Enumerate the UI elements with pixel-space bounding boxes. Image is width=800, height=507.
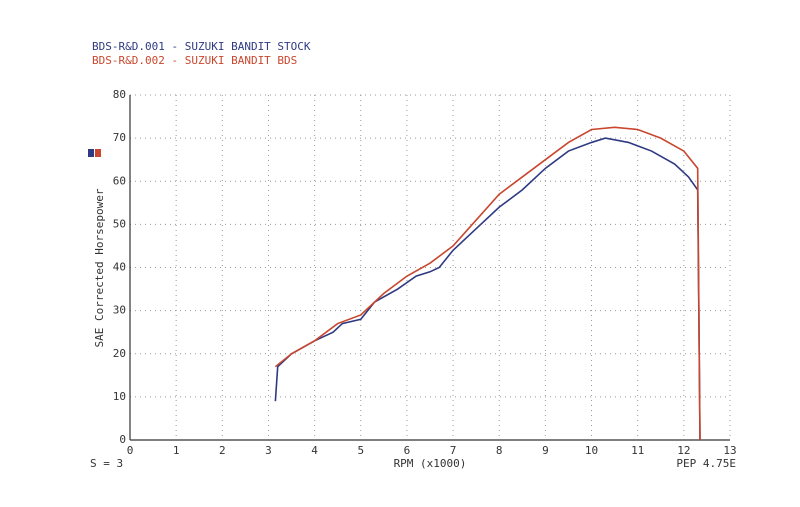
y-tick-label: 60: [113, 174, 126, 187]
x-tick-label: 10: [585, 444, 598, 457]
y-tick-label: 0: [119, 433, 126, 446]
x-tick-label: 13: [723, 444, 736, 457]
x-tick-label: 9: [542, 444, 549, 457]
y-tick-label: 10: [113, 390, 126, 403]
x-tick-label: 1: [173, 444, 180, 457]
x-tick-label: 6: [404, 444, 411, 457]
x-tick-label: 11: [631, 444, 644, 457]
x-tick-label: 12: [677, 444, 690, 457]
y-axis-label: SAE Corrected Horsepower: [93, 188, 106, 347]
series-line: [274, 137, 701, 441]
legend-entry: BDS-R&D.002 - SUZUKI BANDIT BDS: [92, 54, 297, 67]
x-tick-label: 7: [450, 444, 457, 457]
x-axis-label: RPM (x1000): [394, 457, 467, 470]
series-line: [274, 126, 701, 441]
y-tick-label: 70: [113, 131, 126, 144]
x-tick-label: 2: [219, 444, 226, 457]
y-tick-label: 40: [113, 261, 126, 274]
legend-entry: BDS-R&D.001 - SUZUKI BANDIT STOCK: [92, 40, 311, 53]
marker-swatch: [95, 149, 101, 157]
y-tick-label: 30: [113, 304, 126, 317]
marker-swatch: [88, 149, 94, 157]
x-tick-label: 0: [127, 444, 134, 457]
x-tick-label: 5: [357, 444, 364, 457]
x-tick-label: 3: [265, 444, 272, 457]
y-tick-label: 50: [113, 217, 126, 230]
x-tick-label: 4: [311, 444, 318, 457]
y-tick-label: 20: [113, 347, 126, 360]
y-tick-label: 80: [113, 88, 126, 101]
footer-note: PEP 4.75E: [676, 457, 736, 470]
footer-note: S = 3: [90, 457, 123, 470]
x-tick-label: 8: [496, 444, 503, 457]
